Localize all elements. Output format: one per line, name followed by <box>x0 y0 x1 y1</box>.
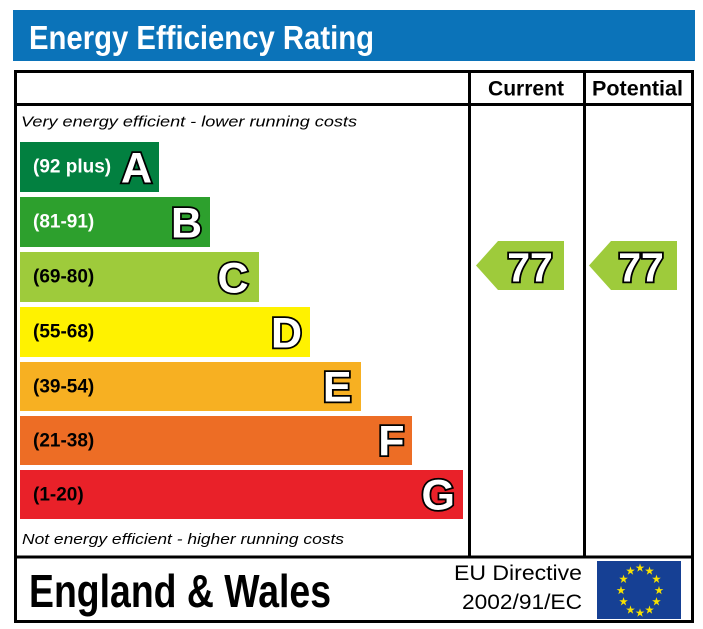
svg-text:2002/91/EC: 2002/91/EC <box>462 591 582 614</box>
svg-text:(21-38): (21-38) <box>33 431 94 452</box>
svg-text:B: B <box>171 200 202 248</box>
svg-text:77: 77 <box>618 245 664 291</box>
svg-text:EU Directive: EU Directive <box>454 562 582 585</box>
svg-text:Not energy efficient - higher: Not energy efficient - higher running co… <box>22 531 344 548</box>
svg-text:England & Wales: England & Wales <box>29 565 331 617</box>
svg-text:Very energy efficient - lower: Very energy efficient - lower running co… <box>21 114 357 131</box>
svg-text:(69-80): (69-80) <box>33 267 94 288</box>
svg-text:E: E <box>323 364 352 412</box>
svg-text:77: 77 <box>507 245 553 291</box>
svg-text:Potential: Potential <box>592 78 683 101</box>
svg-text:(81-91): (81-91) <box>33 212 94 233</box>
svg-text:(39-54): (39-54) <box>33 377 94 398</box>
svg-text:G: G <box>422 472 455 520</box>
svg-text:F: F <box>378 418 404 466</box>
svg-text:D: D <box>271 310 302 358</box>
svg-text:(92 plus): (92 plus) <box>33 157 111 178</box>
svg-text:Current: Current <box>488 78 564 101</box>
svg-text:(1-20): (1-20) <box>33 485 84 506</box>
svg-text:C: C <box>217 255 248 303</box>
svg-text:Energy Efficiency Rating: Energy Efficiency Rating <box>29 19 374 56</box>
svg-text:(55-68): (55-68) <box>33 322 94 343</box>
svg-text:A: A <box>121 145 152 193</box>
